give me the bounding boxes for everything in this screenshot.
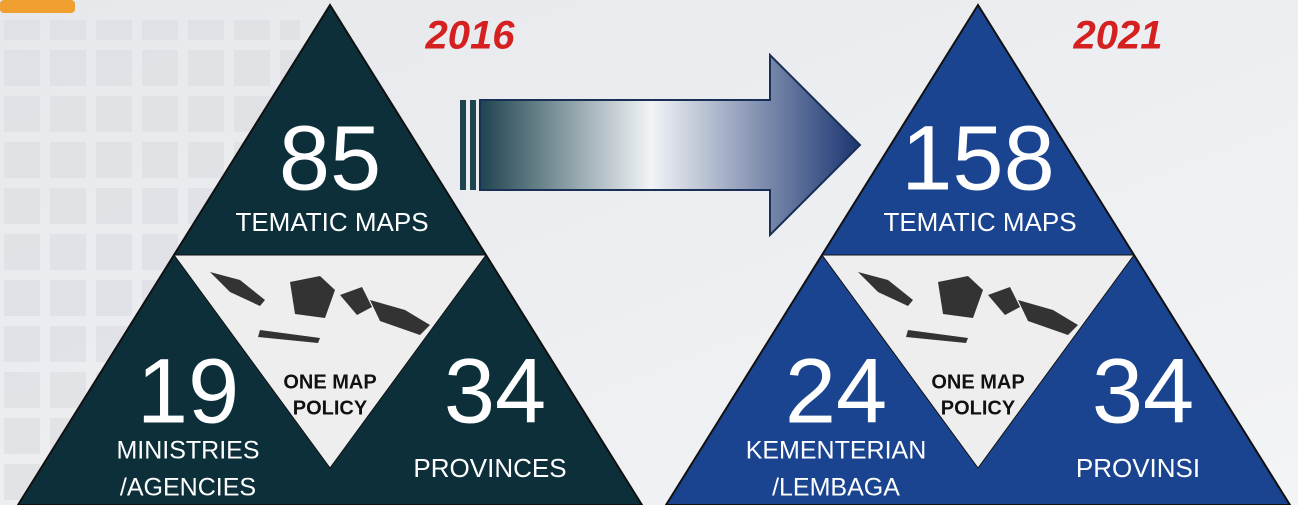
arrow: [460, 52, 862, 238]
agencies-value: 24: [785, 340, 887, 442]
tab: [0, 0, 75, 13]
map-icon: [858, 272, 1078, 343]
map-icon: [210, 272, 430, 343]
provinces-value: 34: [444, 340, 546, 442]
agencies-label: /AGENCIES: [120, 474, 256, 502]
year: 2016: [425, 14, 516, 58]
agencies-value: 19: [137, 340, 239, 442]
agencies-label: KEMENTERIAN: [746, 437, 927, 465]
agencies-label: /LEMBAGA: [772, 474, 900, 502]
provinces-value: 34: [1092, 340, 1194, 442]
inner-triangle: [173, 254, 487, 469]
center-label: POLICY: [941, 397, 1016, 419]
provinces-label: PROVINCES: [413, 453, 566, 483]
center-label: POLICY: [293, 397, 368, 419]
inner-triangle: [821, 254, 1135, 469]
center-label: ONE MAP: [931, 371, 1024, 393]
maps-value: 158: [901, 107, 1055, 209]
maps-label: TEMATIC MAPS: [883, 207, 1076, 237]
agencies-label: MINISTRIES: [116, 437, 259, 465]
maps-value: 85: [279, 107, 381, 209]
provinces-label: PROVINSI: [1076, 453, 1200, 483]
year: 2021: [1073, 14, 1163, 58]
maps-label: TEMATIC MAPS: [235, 207, 428, 237]
center-label: ONE MAP: [283, 371, 376, 393]
